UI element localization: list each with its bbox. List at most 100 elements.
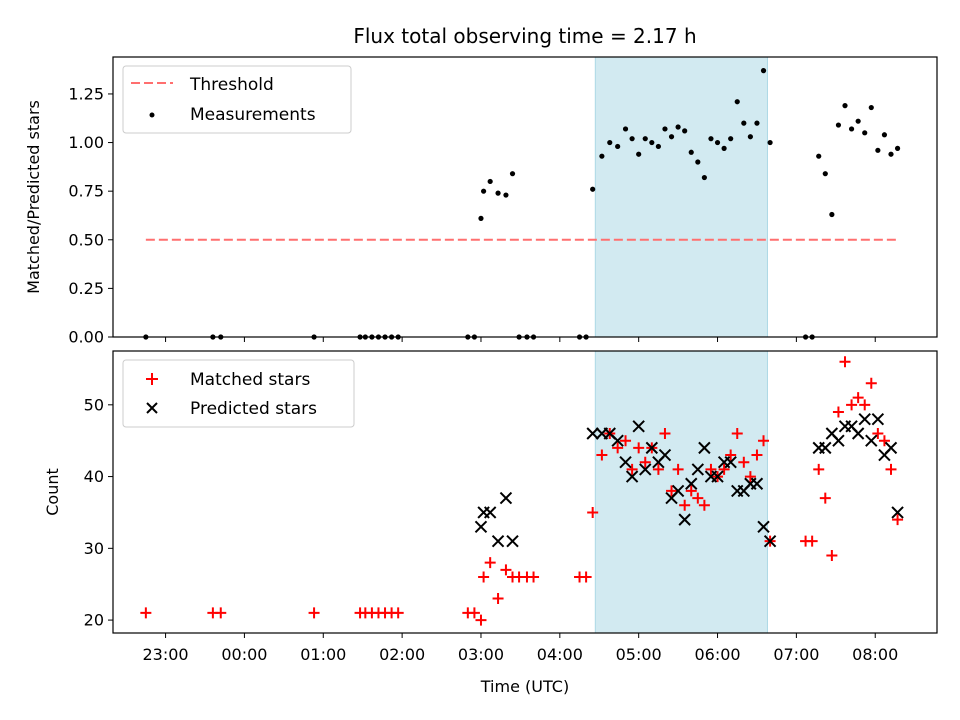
matched-star-point bbox=[392, 607, 404, 619]
matched-star-point bbox=[596, 449, 608, 461]
matched-star-point bbox=[692, 492, 704, 504]
bottom-y-axis: 20 30 40 50 bbox=[84, 395, 113, 630]
legend-matched-swatch bbox=[146, 373, 158, 385]
measurement-point bbox=[760, 68, 767, 74]
measurement-point bbox=[728, 136, 734, 142]
matched-star-point bbox=[859, 399, 871, 411]
matched-star-point bbox=[892, 514, 904, 526]
x-tick-label: 02:00 bbox=[379, 645, 425, 664]
measurement-point bbox=[747, 134, 753, 140]
predicted-star-point bbox=[483, 506, 497, 519]
top-legend-box bbox=[122, 65, 352, 134]
matched-star-point bbox=[839, 356, 851, 368]
matched-star-point bbox=[672, 463, 684, 475]
bottom-y-label: Count bbox=[43, 468, 62, 516]
measurement-point bbox=[675, 124, 681, 130]
y-tick-label: 40 bbox=[84, 467, 104, 486]
measurement-point bbox=[655, 143, 661, 150]
bottom-legend-box bbox=[122, 359, 355, 428]
matched-star-point bbox=[626, 463, 638, 475]
measurement-point bbox=[622, 126, 629, 132]
measurement-point bbox=[701, 174, 707, 181]
matched-star-point bbox=[865, 377, 877, 389]
measurement-point bbox=[822, 171, 828, 177]
matched-star-point bbox=[885, 463, 897, 475]
matched-star-point bbox=[587, 506, 599, 518]
matched-star-point bbox=[478, 571, 490, 583]
measurement-point bbox=[767, 139, 773, 146]
matched-star-point bbox=[140, 607, 152, 619]
predicted-star-point bbox=[763, 534, 777, 548]
top-panel: 0.00 0.25 0.50 0.75 1.00 1.25 Matched/Predict… bbox=[24, 56, 938, 347]
x-tick-label: 03:00 bbox=[458, 645, 504, 664]
predicted-star-point bbox=[865, 434, 878, 447]
predicted-star-point bbox=[858, 412, 871, 426]
top-y-label: Matched/Predicted stars bbox=[24, 100, 43, 294]
predicted-star-point bbox=[671, 484, 685, 498]
matched-star-point bbox=[666, 485, 678, 497]
x-tick-label: 06:00 bbox=[694, 645, 740, 664]
legend-measurements-label: Measurements bbox=[190, 105, 316, 125]
predicted-star-point bbox=[658, 448, 672, 462]
predicted-star-point bbox=[884, 441, 898, 455]
y-tick-label: 30 bbox=[84, 539, 104, 558]
matched-star-point bbox=[846, 399, 858, 411]
matched-star-point bbox=[308, 607, 320, 619]
top-x-ticks bbox=[165, 337, 876, 342]
x-tick-label: 23:00 bbox=[143, 645, 189, 664]
measurement-point bbox=[590, 186, 596, 192]
matched-star-point bbox=[659, 428, 671, 440]
predicted-star-point bbox=[611, 434, 624, 447]
x-tick-label: 01:00 bbox=[300, 645, 346, 664]
predicted-star-point bbox=[691, 463, 705, 476]
y-tick-label: 1.00 bbox=[68, 133, 104, 152]
matched-star-point bbox=[639, 456, 651, 468]
bottom-x-axis: 23:00 00:00 01:00 02:00 03:00 04:00 05:00 06:00… bbox=[143, 633, 898, 664]
matched-star-point bbox=[215, 607, 227, 619]
x-tick-label: 00:00 bbox=[221, 645, 267, 664]
measurement-point bbox=[894, 145, 901, 151]
measurement-point bbox=[481, 188, 487, 194]
bottom-axes-frame bbox=[112, 350, 938, 634]
matched-star-point bbox=[500, 564, 512, 576]
predicted-star-point bbox=[891, 506, 904, 519]
matched-star-point bbox=[758, 435, 770, 447]
measurement-point bbox=[599, 153, 605, 159]
predicted-star-point bbox=[832, 434, 845, 447]
predicted-star-point bbox=[506, 534, 519, 548]
measurement-point bbox=[714, 139, 721, 146]
matched-star-point bbox=[725, 449, 737, 461]
matched-star-point bbox=[580, 571, 592, 583]
predicted-star-point bbox=[491, 534, 505, 548]
y-tick-label: 0.25 bbox=[68, 279, 104, 298]
predicted-star-point bbox=[871, 412, 885, 426]
predicted-star-point bbox=[685, 477, 698, 490]
matched-star-point bbox=[878, 435, 890, 447]
measurement-point bbox=[875, 147, 881, 153]
top-axes-frame bbox=[112, 56, 938, 338]
matched-star-point bbox=[633, 442, 645, 454]
predicted-star-point bbox=[474, 520, 488, 534]
measurement-point bbox=[708, 136, 714, 142]
matched-star-point bbox=[475, 614, 487, 626]
measurement-point bbox=[721, 145, 727, 151]
matched-star-point bbox=[705, 463, 717, 475]
measurement-point bbox=[487, 178, 493, 185]
y-tick-label: 20 bbox=[84, 611, 104, 630]
matched-star-point bbox=[698, 499, 710, 511]
measurement-point bbox=[607, 139, 613, 146]
predicted-star-point bbox=[711, 470, 724, 483]
y-tick-label: 1.25 bbox=[68, 84, 104, 103]
measurement-point bbox=[734, 99, 740, 105]
matched-star-point bbox=[528, 571, 540, 583]
predicted-star-point bbox=[586, 427, 599, 440]
measurement-point bbox=[662, 126, 668, 132]
measurement-point bbox=[816, 153, 822, 159]
matched-star-point bbox=[738, 456, 750, 468]
legend-threshold-label: Threshold bbox=[189, 75, 274, 95]
matched-star-point bbox=[685, 485, 697, 497]
y-tick-label: 0.75 bbox=[68, 182, 104, 201]
bottom-panel: 20 30 40 50 23:00 00:00 01:00 02:00 03:00 04:00 0… bbox=[43, 350, 938, 696]
measurement-point bbox=[862, 130, 868, 136]
